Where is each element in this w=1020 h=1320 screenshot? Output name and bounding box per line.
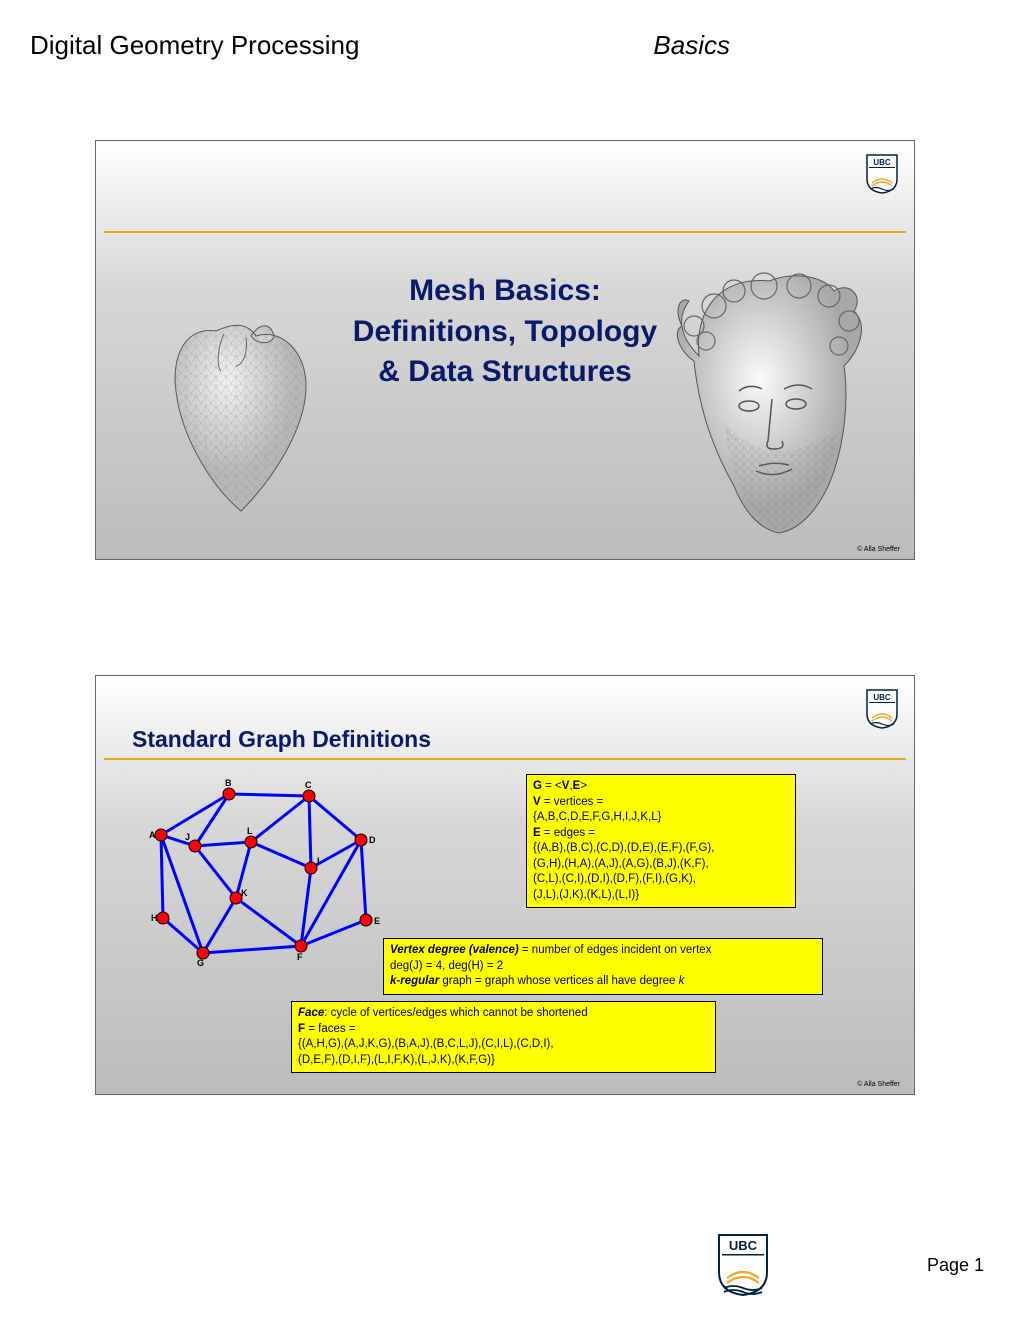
ubc-footer-logo-icon: UBC [715, 1232, 771, 1298]
accent-line [104, 231, 906, 233]
svg-text:K: K [241, 888, 248, 898]
slide-1: UBC Mesh Basics: Definitions, Topology &… [95, 140, 915, 560]
svg-text:D: D [369, 835, 376, 845]
accent-line [104, 758, 906, 760]
graph-diagram: A B C D E F G H I J K L [126, 768, 416, 978]
svg-text:C: C [305, 780, 312, 790]
copyright-text: © Alla Sheffer [857, 546, 900, 553]
ubc-logo-icon: UBC [864, 688, 900, 730]
svg-text:H: H [151, 913, 158, 923]
head-mesh-image [664, 271, 874, 541]
svg-text:B: B [225, 778, 232, 788]
ubc-logo-icon: UBC [864, 153, 900, 195]
copyright-text: © Alla Sheffer [857, 1081, 900, 1088]
svg-text:J: J [185, 832, 190, 842]
slide2-heading: Standard Graph Definitions [132, 726, 431, 753]
svg-text:UBC: UBC [873, 693, 891, 702]
svg-text:I: I [317, 856, 320, 866]
page-header: Digital Geometry Processing Basics [30, 30, 990, 61]
degree-box: Vertex degree (valence) = number of edge… [383, 938, 823, 995]
svg-text:UBC: UBC [873, 158, 891, 167]
svg-text:F: F [297, 952, 303, 962]
svg-text:G: G [197, 958, 204, 968]
header-title: Digital Geometry Processing [30, 30, 359, 61]
definitions-box: G = <V,E>V = vertices ={A,B,C,D,E,F,G,H,… [526, 774, 796, 908]
heart-mesh-image [156, 316, 326, 526]
svg-text:A: A [149, 830, 156, 840]
face-box: Face: cycle of vertices/edges which cann… [291, 1001, 716, 1073]
slide-2: UBC Standard Graph Definitions A B C D E F G H I… [95, 675, 915, 1095]
page-number: Page 1 [927, 1255, 984, 1276]
svg-text:UBC: UBC [729, 1238, 758, 1253]
svg-text:E: E [374, 916, 380, 926]
svg-text:L: L [247, 826, 253, 836]
header-subtitle: Basics [653, 30, 990, 61]
